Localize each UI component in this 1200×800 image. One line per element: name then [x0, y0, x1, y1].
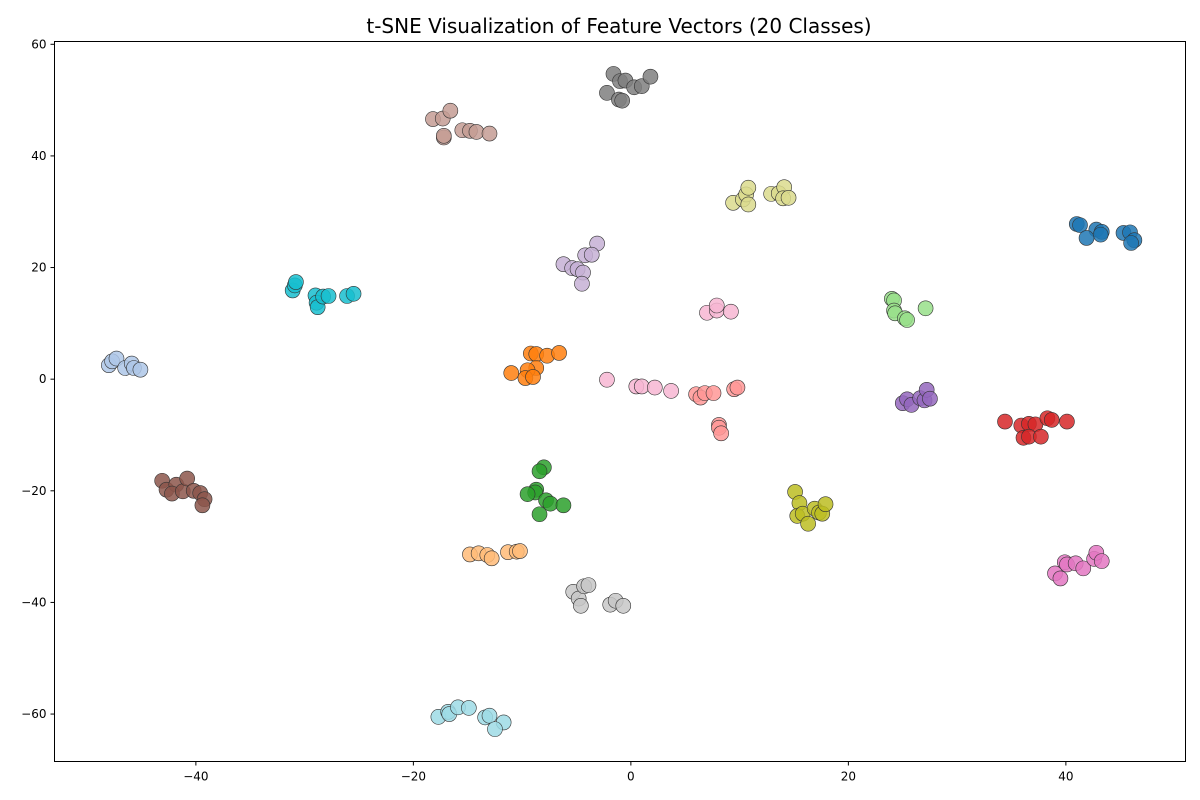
data-point-4-4 [519, 486, 536, 502]
data-point-15-2 [573, 597, 589, 614]
data-point-11-8 [481, 125, 498, 142]
series-10 [154, 470, 213, 514]
data-point-13-4 [663, 383, 679, 399]
data-point-6-6 [1059, 413, 1075, 430]
data-point-13-8 [723, 303, 739, 320]
data-point-11-7 [468, 124, 485, 140]
data-point-5-6 [917, 300, 934, 317]
data-point-17-9 [780, 189, 797, 206]
data-point-12-1 [1052, 570, 1069, 587]
series-11 [425, 102, 498, 146]
series-5 [884, 291, 934, 328]
series-8 [894, 381, 938, 413]
data-point-19-6 [481, 707, 498, 724]
data-point-4-1 [531, 463, 548, 480]
series-7 [688, 379, 746, 442]
data-point-11-2 [442, 102, 459, 119]
y-tick-label-4: 20 [31, 261, 46, 275]
data-point-4-8 [531, 506, 548, 523]
series-17 [725, 179, 797, 213]
data-point-2-6 [503, 365, 520, 381]
data-point-13-0 [599, 371, 615, 388]
data-point-7-8 [713, 425, 729, 442]
data-point-8-6 [922, 390, 938, 407]
series-19 [430, 699, 512, 737]
points-layer [101, 66, 1143, 737]
x-tick-label-2: 0 [627, 770, 635, 784]
data-point-10-5 [179, 470, 195, 487]
x-tick-label-1: −20 [401, 770, 426, 784]
series-13 [599, 297, 739, 399]
y-tick-label-2: −20 [21, 484, 46, 498]
data-point-0-1 [1072, 217, 1088, 233]
series-4 [519, 459, 572, 523]
data-point-3-6 [512, 543, 528, 559]
plot-frame [54, 41, 1186, 762]
x-axis: −40 −20 0 20 40 [183, 761, 1074, 784]
data-point-18-2 [288, 274, 304, 290]
series-9 [555, 235, 605, 292]
data-point-17-3 [740, 179, 757, 196]
data-point-14-8 [614, 92, 630, 109]
data-point-12-8 [1093, 553, 1110, 569]
data-point-9-2 [583, 246, 600, 263]
data-point-2-3 [551, 345, 567, 361]
data-point-12-5 [1075, 560, 1092, 577]
data-point-11-4 [436, 128, 452, 144]
data-point-2-8 [525, 369, 541, 385]
x-tick-label-3: 20 [841, 770, 856, 784]
series-18 [284, 274, 362, 315]
data-point-19-8 [487, 721, 503, 737]
series-12 [1047, 544, 1110, 587]
data-point-16-4 [800, 515, 816, 532]
data-point-0-9 [1123, 235, 1139, 251]
series-14 [599, 66, 659, 109]
data-point-10-9 [194, 497, 211, 514]
data-point-7-3 [705, 385, 722, 401]
data-point-3-3 [483, 550, 500, 567]
data-point-7-5 [729, 379, 746, 396]
data-point-4-7 [555, 497, 572, 514]
y-tick-label-0: −60 [21, 707, 46, 721]
chart-title: t-SNE Visualization of Feature Vectors (… [366, 14, 871, 38]
x-tick-label-4: 40 [1058, 770, 1073, 784]
data-point-15-4 [580, 577, 597, 593]
data-point-16-8 [817, 496, 834, 512]
data-point-6-9 [1033, 428, 1049, 445]
series-16 [787, 484, 834, 532]
data-point-9-7 [574, 275, 590, 292]
data-point-17-4 [740, 196, 757, 213]
series-2 [503, 345, 567, 386]
y-tick-label-6: 60 [31, 37, 46, 51]
data-point-15-7 [615, 597, 632, 614]
data-point-18-9 [345, 285, 362, 302]
y-tick-label-3: 0 [39, 372, 47, 386]
data-point-13-2 [633, 378, 650, 395]
data-point-0-5 [1078, 230, 1095, 246]
data-point-0-4 [1092, 226, 1109, 243]
data-point-19-4 [461, 700, 477, 716]
y-axis: −60 −40 −20 0 20 40 60 [21, 37, 55, 721]
y-tick-label-1: −40 [21, 595, 46, 609]
series-0 [1068, 216, 1143, 251]
data-point-6-5 [1043, 412, 1060, 428]
series-15 [565, 577, 632, 614]
series-6 [997, 410, 1075, 446]
series-1 [101, 350, 149, 378]
data-point-18-7 [320, 288, 337, 304]
data-point-14-6 [642, 68, 659, 85]
series-3 [462, 543, 528, 567]
data-point-6-0 [997, 413, 1013, 430]
data-point-13-7 [708, 297, 725, 314]
data-point-13-3 [646, 379, 663, 396]
data-point-5-5 [899, 312, 915, 328]
data-point-1-6 [132, 361, 149, 378]
y-tick-label-5: 40 [31, 149, 46, 163]
data-point-14-3 [599, 85, 615, 101]
x-tick-label-0: −40 [183, 770, 208, 784]
